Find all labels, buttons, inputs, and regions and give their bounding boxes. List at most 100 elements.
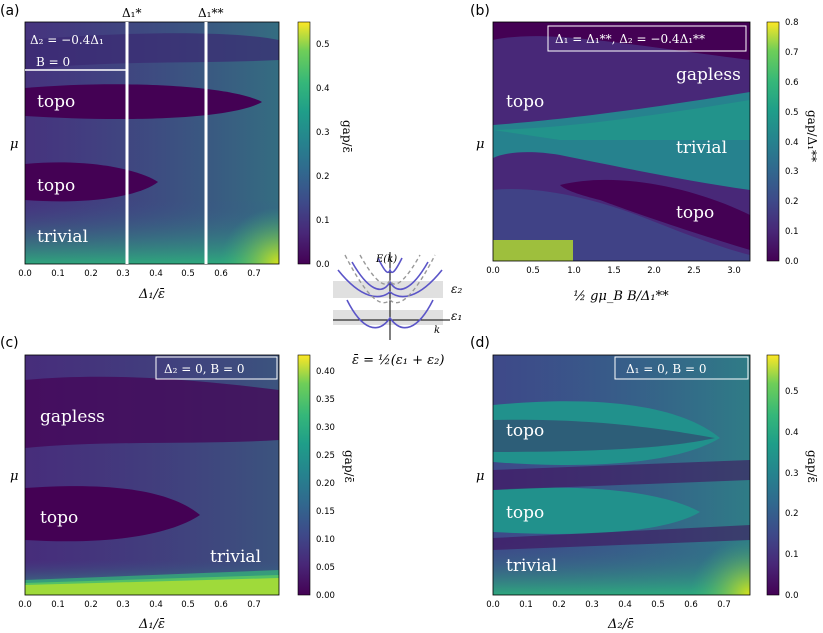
- xtick-b-2: 1.0: [567, 266, 581, 276]
- colorbar-label-a: gap/ε̄: [340, 120, 354, 153]
- annotation-box-d: [614, 356, 749, 380]
- inset-band-curve-4: [377, 257, 403, 274]
- colorbar-ticks-d: 0.0 0.1 0.2 0.3 0.4 0.5: [785, 387, 799, 601]
- xtick-a-7: 0.7: [247, 269, 261, 279]
- cbtick-b-5: 0.5: [785, 108, 799, 118]
- colorbar-d: [766, 354, 780, 596]
- xtick-d-6: 0.6: [684, 600, 698, 610]
- cbtick-d-5: 0.5: [785, 387, 799, 397]
- cbtick-c-3: 0.15: [316, 507, 335, 517]
- xtick-c-5: 0.5: [181, 600, 195, 610]
- cbtick-c-8: 0.40: [316, 367, 335, 377]
- xlabel-a: Δ₁/ε̄: [138, 287, 165, 302]
- region-a-topo-2: topo: [37, 176, 75, 196]
- xticks-c: 0.0 0.1 0.2 0.3 0.4 0.5 0.6 0.7: [18, 600, 261, 610]
- plot-frame-b: [492, 21, 751, 262]
- annotation-c: Δ₂ = 0, B = 0: [164, 362, 245, 376]
- region-d-topo-1: topo: [506, 421, 544, 441]
- ylabel-b: μ: [476, 137, 484, 152]
- xticks-a: 0.0 0.1 0.2 0.3 0.4 0.5 0.6 0.7: [18, 269, 261, 279]
- xtick-d-2: 0.2: [552, 600, 566, 610]
- ylabel-d: μ: [476, 469, 484, 484]
- cbtick-c-7: 0.35: [316, 395, 335, 405]
- region-b-trivial: trivial: [676, 138, 727, 158]
- colorbar-ticks-c: 0.00 0.05 0.10 0.15 0.20 0.25 0.30 0.35 …: [316, 367, 335, 601]
- inset-band-curve-1: [346, 299, 434, 329]
- xtick-d-4: 0.4: [618, 600, 632, 610]
- xtick-a-1: 0.1: [51, 269, 65, 279]
- xtick-c-4: 0.4: [149, 600, 163, 610]
- colorbar-label-c: gap/ε̄: [342, 450, 356, 483]
- vline-label-star: Δ₁*: [122, 6, 141, 20]
- cbtick-c-4: 0.20: [316, 479, 335, 489]
- region-b-topo-2: topo: [676, 203, 714, 223]
- cbtick-a-2: 0.2: [316, 172, 330, 182]
- region-d-topo-2: topo: [506, 503, 544, 523]
- inset-band-curve-3: [351, 261, 429, 291]
- vline-label-dstar: Δ₁**: [198, 6, 223, 20]
- plot-frame-a: [24, 21, 280, 265]
- colorbar-ticks-b: 0.0 0.1 0.2 0.3 0.4 0.5 0.6 0.7 0.8: [785, 18, 799, 267]
- heatmap-c: [25, 355, 279, 595]
- cbtick-c-1: 0.05: [316, 563, 335, 573]
- cbtick-b-2: 0.2: [785, 197, 799, 207]
- xtick-c-7: 0.7: [247, 600, 261, 610]
- colorbar-ticks-a: 0.0 0.1 0.2 0.3 0.4 0.5: [316, 40, 330, 270]
- xticks-d: 0.0 0.1 0.2 0.3 0.4 0.5 0.6 0.7: [486, 600, 731, 610]
- xlabel-b: ½ gμ_B B/Δ₁**: [573, 289, 669, 304]
- xtick-d-1: 0.1: [519, 600, 533, 610]
- cbtick-b-6: 0.6: [785, 78, 799, 88]
- colorbar-b: [766, 21, 780, 262]
- plot-frame-d: [492, 354, 751, 596]
- cbtick-a-0: 0.0: [316, 260, 330, 270]
- cbtick-b-8: 0.8: [785, 18, 799, 28]
- xtick-a-3: 0.3: [116, 269, 130, 279]
- heatmap-b: [493, 22, 750, 261]
- colorbar-label-b: gap/Δ₁**: [805, 110, 819, 162]
- inset-eps2-label: ε₂: [451, 282, 462, 296]
- inset-band-dashed-2: [359, 254, 421, 285]
- ylabel-c: μ: [10, 469, 18, 484]
- xtick-b-1: 0.5: [526, 266, 540, 276]
- cbtick-c-2: 0.10: [316, 535, 335, 545]
- cbtick-a-3: 0.3: [316, 128, 330, 138]
- xtick-a-0: 0.0: [18, 269, 32, 279]
- cbtick-d-2: 0.2: [785, 509, 799, 519]
- region-c-gapless: gapless: [40, 407, 105, 427]
- cbtick-b-7: 0.7: [785, 48, 799, 58]
- ylabel-a: μ: [10, 137, 18, 152]
- annotation-d: Δ₁ = 0, B = 0: [626, 362, 707, 376]
- cbtick-c-6: 0.30: [316, 423, 335, 433]
- plot-frame-c: [24, 354, 280, 596]
- cbtick-b-1: 0.1: [785, 227, 799, 237]
- colorbar-label-d: gap/ε̄: [805, 450, 819, 483]
- cbtick-d-1: 0.1: [785, 550, 799, 560]
- annotation-box-c: [155, 356, 278, 380]
- panel-label-b: (b): [470, 3, 490, 19]
- cbtick-d-3: 0.3: [785, 469, 799, 479]
- cbtick-a-4: 0.4: [316, 84, 330, 94]
- xtick-b-3: 1.5: [607, 266, 621, 276]
- cbtick-d-0: 0.0: [785, 591, 799, 601]
- region-a-trivial: trivial: [37, 227, 88, 247]
- region-c-topo: topo: [40, 508, 78, 528]
- cbtick-a-1: 0.1: [316, 216, 330, 226]
- annotation-box-b: [547, 25, 747, 52]
- cbtick-a-5: 0.5: [316, 40, 330, 50]
- cbtick-d-4: 0.4: [785, 428, 799, 438]
- xlabel-c: Δ₁/ε̄: [138, 617, 165, 632]
- xtick-a-5: 0.5: [181, 269, 195, 279]
- xlabel-d: Δ₂/ε̄: [607, 617, 634, 632]
- cbtick-c-0: 0.00: [316, 591, 335, 601]
- xticks-b: 0.0 0.5 1.0 1.5 2.0 2.5 3.0: [486, 266, 741, 276]
- xtick-a-2: 0.2: [84, 269, 98, 279]
- region-a-topo-1: topo: [37, 92, 75, 112]
- region-d-trivial: trivial: [506, 556, 557, 576]
- xtick-c-0: 0.0: [18, 600, 32, 610]
- panel-label-c: (c): [0, 335, 19, 351]
- heatmap-a: [25, 22, 279, 264]
- region-c-trivial: trivial: [210, 547, 261, 567]
- inset-band-curve-2: [337, 269, 443, 298]
- region-b-topo-1: topo: [506, 92, 544, 112]
